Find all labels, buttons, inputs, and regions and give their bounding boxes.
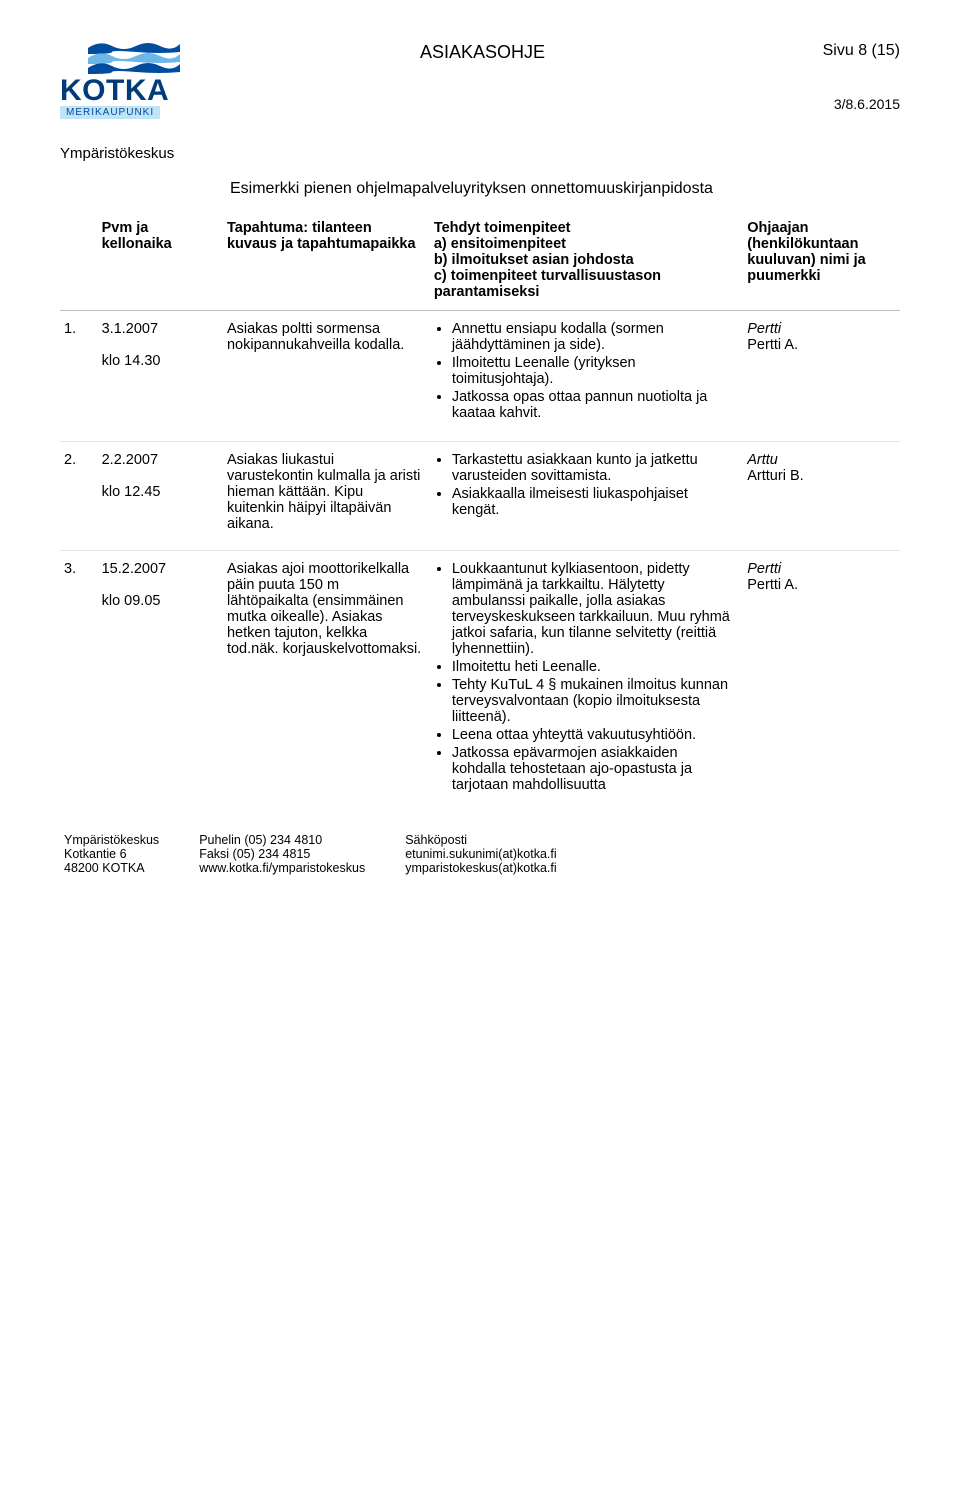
page: KOTKA MERIKAUPUNKI Ympäristökeskus ASIAK…: [0, 0, 960, 915]
footer: YmpäristökeskusKotkantie 648200 KOTKA Pu…: [60, 833, 900, 875]
footer-line: ymparistokeskus(at)kotka.fi: [405, 861, 556, 875]
action-item: Ilmoitettu heti Leenalle.: [452, 659, 735, 675]
footer-line: Faksi (05) 234 4815: [199, 847, 365, 861]
footer-line: etunimi.sukunimi(at)kotka.fi: [405, 847, 556, 861]
footer-line: Kotkantie 6: [64, 847, 159, 861]
row-datetime: 2.2.2007klo 12.45: [98, 442, 223, 551]
logo-subtext: MERIKAUPUNKI: [60, 106, 160, 119]
logo-column: KOTKA MERIKAUPUNKI Ympäristökeskus: [60, 40, 235, 162]
header-pvm: Pvm ja kellonaika: [98, 216, 223, 311]
footer-line: Sähköposti: [405, 833, 556, 847]
waves-icon: [88, 40, 180, 76]
title-column: ASIAKASOHJE: [235, 40, 730, 63]
action-item: Asiakkaalla ilmeisesti liukaspohjaiset k…: [452, 486, 735, 518]
row-actions: Annettu ensiapu kodalla (sormen jäähdytt…: [430, 311, 743, 442]
row-actions: Tarkastettu asiakkaan kunto ja jatkettu …: [430, 442, 743, 551]
department-label: Ympäristökeskus: [60, 145, 174, 162]
action-item: Leena ottaa yhteyttä vakuutusyhtiöön.: [452, 727, 735, 743]
table-row: 1.3.1.2007klo 14.30Asiakas poltti sormen…: [60, 311, 900, 442]
row-guide: PerttiPertti A.: [743, 551, 900, 814]
row-number: 2.: [60, 442, 98, 551]
action-item: Tehty KuTuL 4 § mukainen ilmoitus kunnan…: [452, 677, 735, 725]
right-column: Sivu 8 (15) 3/8.6.2015: [730, 40, 900, 112]
action-item: Ilmoitettu Leenalle (yrityksen toimitusj…: [452, 355, 735, 387]
row-event: Asiakas poltti sormensa nokipannukahveil…: [223, 311, 430, 442]
footer-line: 48200 KOTKA: [64, 861, 159, 875]
accident-log-table: Pvm ja kellonaika Tapahtuma: tilanteen k…: [60, 216, 900, 813]
footer-line: Puhelin (05) 234 4810: [199, 833, 365, 847]
action-item: Jatkossa opas ottaa pannun nuotiolta ja …: [452, 389, 735, 421]
section-title: Esimerkki pienen ohjelmapalveluyrityksen…: [230, 180, 900, 198]
table-header-row: Pvm ja kellonaika Tapahtuma: tilanteen k…: [60, 216, 900, 311]
table-row: 3.15.2.2007klo 09.05Asiakas ajoi moottor…: [60, 551, 900, 814]
logo-text: KOTKA: [60, 74, 169, 108]
header-ohjaaja: Ohjaajan (henkilökuntaan kuuluvan) nimi …: [743, 216, 900, 311]
document-date: 3/8.6.2015: [730, 96, 900, 112]
table-row: 2.2.2.2007klo 12.45Asiakas liukastui var…: [60, 442, 900, 551]
row-event: Asiakas ajoi moottorikelkalla päin puuta…: [223, 551, 430, 814]
row-number: 3.: [60, 551, 98, 814]
header-num: [60, 216, 98, 311]
row-datetime: 3.1.2007klo 14.30: [98, 311, 223, 442]
row-guide: PerttiPertti A.: [743, 311, 900, 442]
footer-col-email: Sähköpostietunimi.sukunimi(at)kotka.fiym…: [405, 833, 556, 875]
footer-col-phone: Puhelin (05) 234 4810Faksi (05) 234 4815…: [199, 833, 365, 875]
header: KOTKA MERIKAUPUNKI Ympäristökeskus ASIAK…: [60, 40, 900, 162]
header-toimenpiteet: Tehdyt toimenpiteeta) ensitoimenpiteetb)…: [430, 216, 743, 311]
footer-line: Ympäristökeskus: [64, 833, 159, 847]
page-number: Sivu 8 (15): [730, 42, 900, 60]
header-tapahtuma: Tapahtuma: tilanteen kuvaus ja tapahtuma…: [223, 216, 430, 311]
document-title: ASIAKASOHJE: [420, 42, 545, 62]
action-item: Annettu ensiapu kodalla (sormen jäähdytt…: [452, 321, 735, 353]
row-guide: ArttuArtturi B.: [743, 442, 900, 551]
footer-line: www.kotka.fi/ymparistokeskus: [199, 861, 365, 875]
row-number: 1.: [60, 311, 98, 442]
action-item: Loukkaantunut kylkiasentoon, pidetty läm…: [452, 561, 735, 657]
row-event: Asiakas liukastui varustekontin kulmalla…: [223, 442, 430, 551]
row-actions: Loukkaantunut kylkiasentoon, pidetty läm…: [430, 551, 743, 814]
kotka-logo: KOTKA MERIKAUPUNKI: [60, 40, 200, 118]
action-item: Tarkastettu asiakkaan kunto ja jatkettu …: [452, 452, 735, 484]
action-item: Jatkossa epävarmojen asiakkaiden kohdall…: [452, 745, 735, 793]
footer-col-address: YmpäristökeskusKotkantie 648200 KOTKA: [64, 833, 159, 875]
row-datetime: 15.2.2007klo 09.05: [98, 551, 223, 814]
